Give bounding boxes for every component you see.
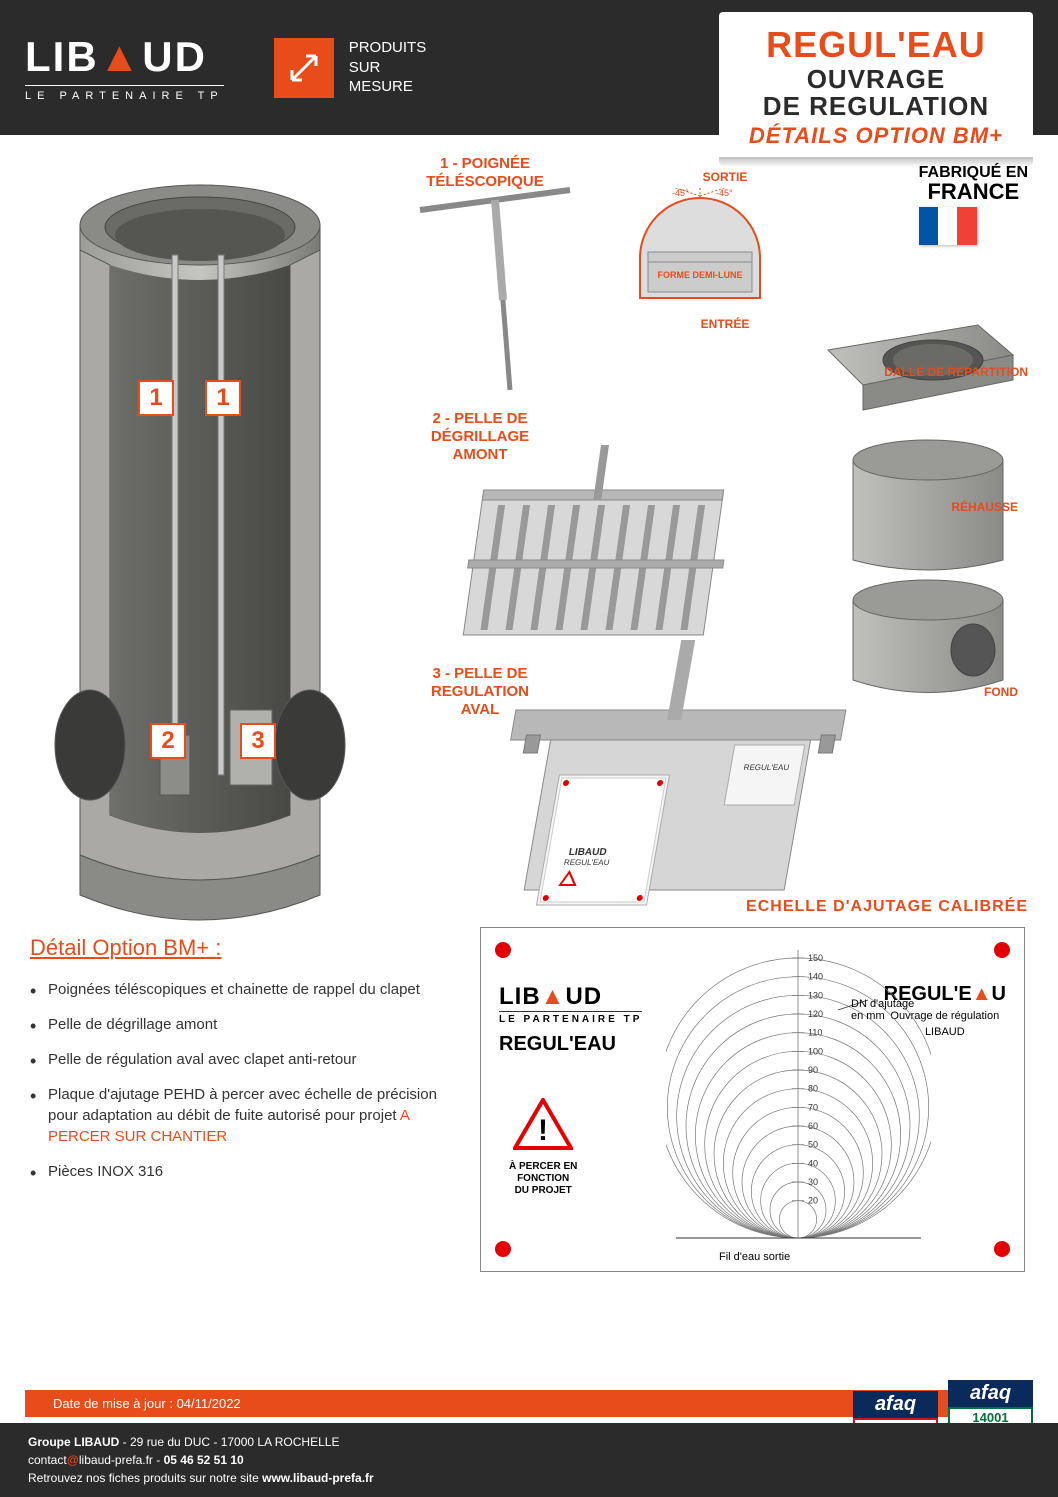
- mesure-block: PRODUITS SUR MESURE: [274, 38, 427, 98]
- stack-dalle-label: DALLE DE REPARTITION: [884, 365, 1028, 379]
- svg-text:130: 130: [808, 990, 823, 1000]
- entree-label: ENTRÉE: [630, 317, 820, 331]
- svg-text:REGUL'EAU: REGUL'EAU: [743, 763, 790, 772]
- header: LIB▲UD LE PARTENAIRE TP PRODUITS SUR MES…: [0, 0, 1058, 135]
- svg-text:30: 30: [808, 1177, 818, 1187]
- callout-2: 2: [150, 723, 186, 759]
- svg-text:80: 80: [808, 1084, 818, 1094]
- svg-text:110: 110: [808, 1028, 822, 1038]
- detail-title: Détail Option BM+ :: [30, 935, 460, 961]
- svg-text:LIBAUD: LIBAUD: [568, 847, 608, 858]
- france-badge: FABRIQUÉ EN FRANCE: [919, 165, 1028, 245]
- detail-item: Pièces INOX 316: [30, 1161, 460, 1182]
- svg-text:20: 20: [808, 1196, 818, 1206]
- mesure-arrow-icon: [274, 38, 334, 98]
- svg-text:-45°: -45°: [716, 188, 733, 198]
- plate-hole-icon: [495, 1241, 511, 1257]
- svg-text:40: 40: [808, 1158, 818, 1168]
- svg-text:120: 120: [808, 1009, 823, 1019]
- logo-subtitle: LE PARTENAIRE TP: [25, 85, 224, 102]
- calibration-circles: 150 140 130 120 110 100 90 80 70 60 50 40 30 20: [666, 940, 931, 1250]
- logo-triangle-icon: ▲: [99, 33, 143, 81]
- svg-text:50: 50: [808, 1140, 818, 1150]
- detail-section: Détail Option BM+ : Poignées téléscopiqu…: [30, 935, 460, 1196]
- logo-text-pre: LIB: [25, 33, 99, 80]
- callout-1b: 1: [205, 380, 241, 416]
- callout-1a: 1: [138, 380, 174, 416]
- svg-text:150: 150: [808, 953, 823, 963]
- plate-warning: ! À PERCER EN FONCTION DU PROJET: [509, 1098, 577, 1197]
- callout-3: 3: [240, 723, 276, 759]
- mesure-line1: PRODUITS: [349, 38, 427, 58]
- detail-item: Poignées téléscopiques et chainette de r…: [30, 979, 460, 1000]
- footer: afaq ISO 9001 Qualité AFNOR CERTIFICATIO…: [0, 1390, 1058, 1497]
- svg-text:100: 100: [808, 1046, 823, 1056]
- title-sub1b: DE REGULATION: [749, 93, 1003, 120]
- main-3d-view: 1 1 2 3: [30, 155, 370, 935]
- mesure-line3: MESURE: [349, 77, 427, 97]
- dn-label: DN d'ajutage en mm: [851, 998, 914, 1022]
- fig2-grille: [460, 445, 760, 655]
- france-line2: FRANCE: [919, 181, 1028, 203]
- fig3-pelle-regulation: LIBAUD REGUL'EAU REGUL'EAU: [490, 630, 880, 930]
- plate-hole-icon: [994, 942, 1010, 958]
- echelle-label: ECHELLE D'AJUTAGE CALIBRÉE: [746, 898, 1028, 916]
- svg-text:60: 60: [808, 1121, 818, 1131]
- fil-eau-label: Fil d'eau sortie: [719, 1251, 790, 1263]
- stack-rehausse-label: RÉHAUSSE: [951, 500, 1018, 514]
- france-flag-icon: [919, 207, 977, 245]
- stack-fond-label: FOND: [984, 685, 1018, 699]
- detail-item: Pelle de régulation aval avec clapet ant…: [30, 1049, 460, 1070]
- logo: LIB▲UD LE PARTENAIRE TP: [25, 33, 224, 102]
- footer-contact: Groupe LIBAUD - 29 rue du DUC - 17000 LA…: [0, 1423, 1058, 1497]
- detail-item: Plaque d'ajutage PEHD à percer avec éche…: [30, 1084, 460, 1147]
- svg-text:70: 70: [808, 1102, 818, 1112]
- mesure-line2: SUR: [349, 58, 427, 78]
- svg-text:!: !: [538, 1114, 548, 1147]
- warning-icon: !: [513, 1098, 573, 1150]
- svg-text:-45°: -45°: [672, 188, 689, 198]
- svg-text:90: 90: [808, 1065, 818, 1075]
- main-area: FABRIQUÉ EN FRANCE: [0, 135, 1058, 1365]
- plate-logo: LIB▲UD LE PARTENAIRE TP REGUL'EAU: [499, 983, 642, 1056]
- fig1-telescopic-handle: [400, 180, 600, 410]
- detail-item: Pelle de dégrillage amont: [30, 1014, 460, 1035]
- plate-hole-icon: [495, 942, 511, 958]
- title-main: REGUL'EAU: [749, 24, 1003, 66]
- svg-text:FORME DEMI-LUNE: FORME DEMI-LUNE: [658, 270, 743, 280]
- svg-text:140: 140: [808, 972, 823, 982]
- logo-text-post: UD: [142, 33, 207, 80]
- title-sub1a: OUVRAGE: [749, 66, 1003, 93]
- plate-hole-icon: [994, 1241, 1010, 1257]
- sortie-label: SORTIE: [630, 170, 820, 184]
- calibration-plate: LIB▲UD LE PARTENAIRE TP REGUL'EAU ! À PE…: [480, 927, 1025, 1272]
- demi-lune-diagram: SORTIE -45° -45° FORME DEMI-LUNE ENTRÉE: [630, 170, 820, 331]
- svg-text:REGUL'EAU: REGUL'EAU: [563, 858, 610, 867]
